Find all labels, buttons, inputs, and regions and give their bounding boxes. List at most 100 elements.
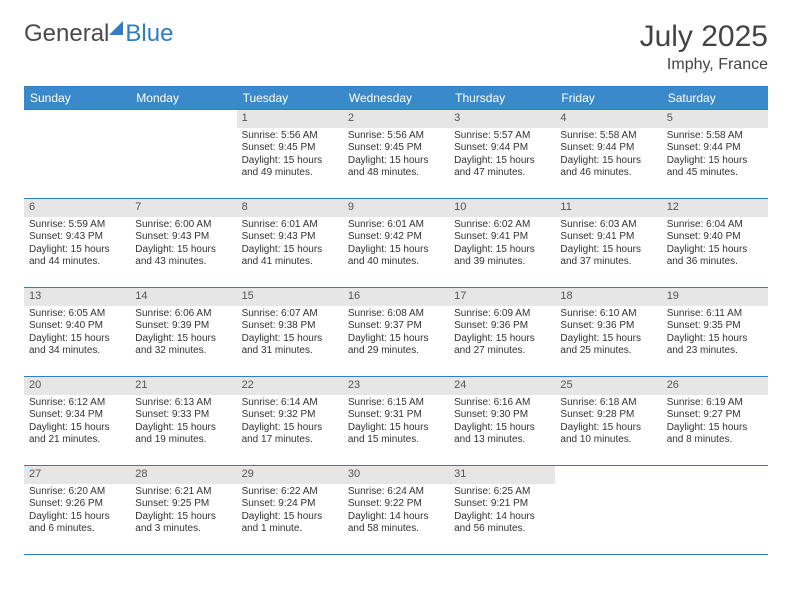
day-number-empty xyxy=(130,110,236,128)
day-line: Sunset: 9:45 PM xyxy=(348,142,444,155)
day-line: Sunset: 9:25 PM xyxy=(135,498,231,511)
day-line: Daylight: 15 hours xyxy=(135,244,231,257)
calendar-cell xyxy=(24,110,130,198)
day-line: Sunset: 9:21 PM xyxy=(454,498,550,511)
day-body: Sunrise: 6:09 AMSunset: 9:36 PMDaylight:… xyxy=(449,306,555,362)
day-header: Tuesday xyxy=(237,87,343,109)
calendar-cell: 15Sunrise: 6:07 AMSunset: 9:38 PMDayligh… xyxy=(237,288,343,376)
day-line: Sunset: 9:30 PM xyxy=(454,409,550,422)
day-number: 14 xyxy=(130,288,236,306)
day-number: 23 xyxy=(343,377,449,395)
day-number-empty xyxy=(555,466,661,484)
day-line: and 3 minutes. xyxy=(135,523,231,536)
day-line: Sunrise: 6:04 AM xyxy=(667,219,763,232)
day-body: Sunrise: 5:56 AMSunset: 9:45 PMDaylight:… xyxy=(237,128,343,184)
day-line: Daylight: 15 hours xyxy=(667,244,763,257)
day-line: Sunrise: 6:08 AM xyxy=(348,308,444,321)
day-line: Sunset: 9:41 PM xyxy=(560,231,656,244)
day-line: Sunset: 9:45 PM xyxy=(242,142,338,155)
day-line: and 21 minutes. xyxy=(29,434,125,447)
day-number: 2 xyxy=(343,110,449,128)
day-number: 20 xyxy=(24,377,130,395)
month-title: July 2025 xyxy=(640,20,768,54)
day-line: and 29 minutes. xyxy=(348,345,444,358)
calendar-cell: 1Sunrise: 5:56 AMSunset: 9:45 PMDaylight… xyxy=(237,110,343,198)
day-body: Sunrise: 6:24 AMSunset: 9:22 PMDaylight:… xyxy=(343,484,449,540)
day-line: and 6 minutes. xyxy=(29,523,125,536)
day-line: Daylight: 15 hours xyxy=(667,422,763,435)
day-line: and 1 minute. xyxy=(242,523,338,536)
day-line: Sunset: 9:44 PM xyxy=(560,142,656,155)
day-body: Sunrise: 6:00 AMSunset: 9:43 PMDaylight:… xyxy=(130,217,236,273)
day-line: Daylight: 15 hours xyxy=(135,422,231,435)
day-line: and 10 minutes. xyxy=(560,434,656,447)
calendar-cell: 31Sunrise: 6:25 AMSunset: 9:21 PMDayligh… xyxy=(449,466,555,554)
day-body: Sunrise: 6:03 AMSunset: 9:41 PMDaylight:… xyxy=(555,217,661,273)
day-line: Sunset: 9:35 PM xyxy=(667,320,763,333)
day-body: Sunrise: 6:10 AMSunset: 9:36 PMDaylight:… xyxy=(555,306,661,362)
day-line: Sunset: 9:40 PM xyxy=(29,320,125,333)
day-line: Sunrise: 6:01 AM xyxy=(348,219,444,232)
day-line: Sunset: 9:31 PM xyxy=(348,409,444,422)
calendar-cell: 11Sunrise: 6:03 AMSunset: 9:41 PMDayligh… xyxy=(555,199,661,287)
day-line: Daylight: 15 hours xyxy=(29,422,125,435)
calendar-cell: 9Sunrise: 6:01 AMSunset: 9:42 PMDaylight… xyxy=(343,199,449,287)
day-number: 15 xyxy=(237,288,343,306)
day-line: Sunset: 9:26 PM xyxy=(29,498,125,511)
day-line: Sunrise: 6:24 AM xyxy=(348,486,444,499)
day-body: Sunrise: 6:02 AMSunset: 9:41 PMDaylight:… xyxy=(449,217,555,273)
day-line: and 41 minutes. xyxy=(242,256,338,269)
day-line: Daylight: 15 hours xyxy=(348,244,444,257)
day-line: and 40 minutes. xyxy=(348,256,444,269)
day-line: Sunset: 9:43 PM xyxy=(135,231,231,244)
day-line: Daylight: 15 hours xyxy=(242,244,338,257)
day-line: and 17 minutes. xyxy=(242,434,338,447)
day-line: Sunset: 9:33 PM xyxy=(135,409,231,422)
calendar-cell xyxy=(662,466,768,554)
day-body: Sunrise: 6:15 AMSunset: 9:31 PMDaylight:… xyxy=(343,395,449,451)
day-line: Sunrise: 6:06 AM xyxy=(135,308,231,321)
day-line: Sunrise: 6:00 AM xyxy=(135,219,231,232)
day-line: Sunset: 9:43 PM xyxy=(29,231,125,244)
day-number: 10 xyxy=(449,199,555,217)
day-body: Sunrise: 6:05 AMSunset: 9:40 PMDaylight:… xyxy=(24,306,130,362)
day-line: Sunrise: 6:09 AM xyxy=(454,308,550,321)
day-line: and 49 minutes. xyxy=(242,167,338,180)
day-line: and 43 minutes. xyxy=(135,256,231,269)
calendar-cell: 6Sunrise: 5:59 AMSunset: 9:43 PMDaylight… xyxy=(24,199,130,287)
day-body: Sunrise: 5:59 AMSunset: 9:43 PMDaylight:… xyxy=(24,217,130,273)
day-line: Sunset: 9:36 PM xyxy=(560,320,656,333)
calendar-cell: 27Sunrise: 6:20 AMSunset: 9:26 PMDayligh… xyxy=(24,466,130,554)
day-line: Sunset: 9:40 PM xyxy=(667,231,763,244)
day-line: and 58 minutes. xyxy=(348,523,444,536)
day-line: Sunrise: 6:02 AM xyxy=(454,219,550,232)
day-line: Sunrise: 5:58 AM xyxy=(560,130,656,143)
day-body: Sunrise: 6:20 AMSunset: 9:26 PMDaylight:… xyxy=(24,484,130,540)
day-number: 19 xyxy=(662,288,768,306)
day-line: Sunrise: 5:56 AM xyxy=(348,130,444,143)
day-body: Sunrise: 5:56 AMSunset: 9:45 PMDaylight:… xyxy=(343,128,449,184)
calendar-cell: 8Sunrise: 6:01 AMSunset: 9:43 PMDaylight… xyxy=(237,199,343,287)
week-row: 13Sunrise: 6:05 AMSunset: 9:40 PMDayligh… xyxy=(24,287,768,376)
day-number: 8 xyxy=(237,199,343,217)
day-header: Friday xyxy=(555,87,661,109)
day-line: Daylight: 15 hours xyxy=(348,155,444,168)
week-row: 1Sunrise: 5:56 AMSunset: 9:45 PMDaylight… xyxy=(24,109,768,198)
day-number: 3 xyxy=(449,110,555,128)
day-body: Sunrise: 6:12 AMSunset: 9:34 PMDaylight:… xyxy=(24,395,130,451)
day-line: Sunrise: 6:14 AM xyxy=(242,397,338,410)
calendar-cell: 19Sunrise: 6:11 AMSunset: 9:35 PMDayligh… xyxy=(662,288,768,376)
day-line: and 23 minutes. xyxy=(667,345,763,358)
day-line: and 45 minutes. xyxy=(667,167,763,180)
day-line: and 15 minutes. xyxy=(348,434,444,447)
day-line: and 44 minutes. xyxy=(29,256,125,269)
day-line: Daylight: 15 hours xyxy=(242,511,338,524)
day-number: 25 xyxy=(555,377,661,395)
day-line: and 37 minutes. xyxy=(560,256,656,269)
day-line: Sunrise: 6:22 AM xyxy=(242,486,338,499)
day-line: Sunset: 9:44 PM xyxy=(667,142,763,155)
calendar-cell xyxy=(555,466,661,554)
day-number: 17 xyxy=(449,288,555,306)
day-line: Daylight: 15 hours xyxy=(560,422,656,435)
day-line: Sunrise: 6:25 AM xyxy=(454,486,550,499)
